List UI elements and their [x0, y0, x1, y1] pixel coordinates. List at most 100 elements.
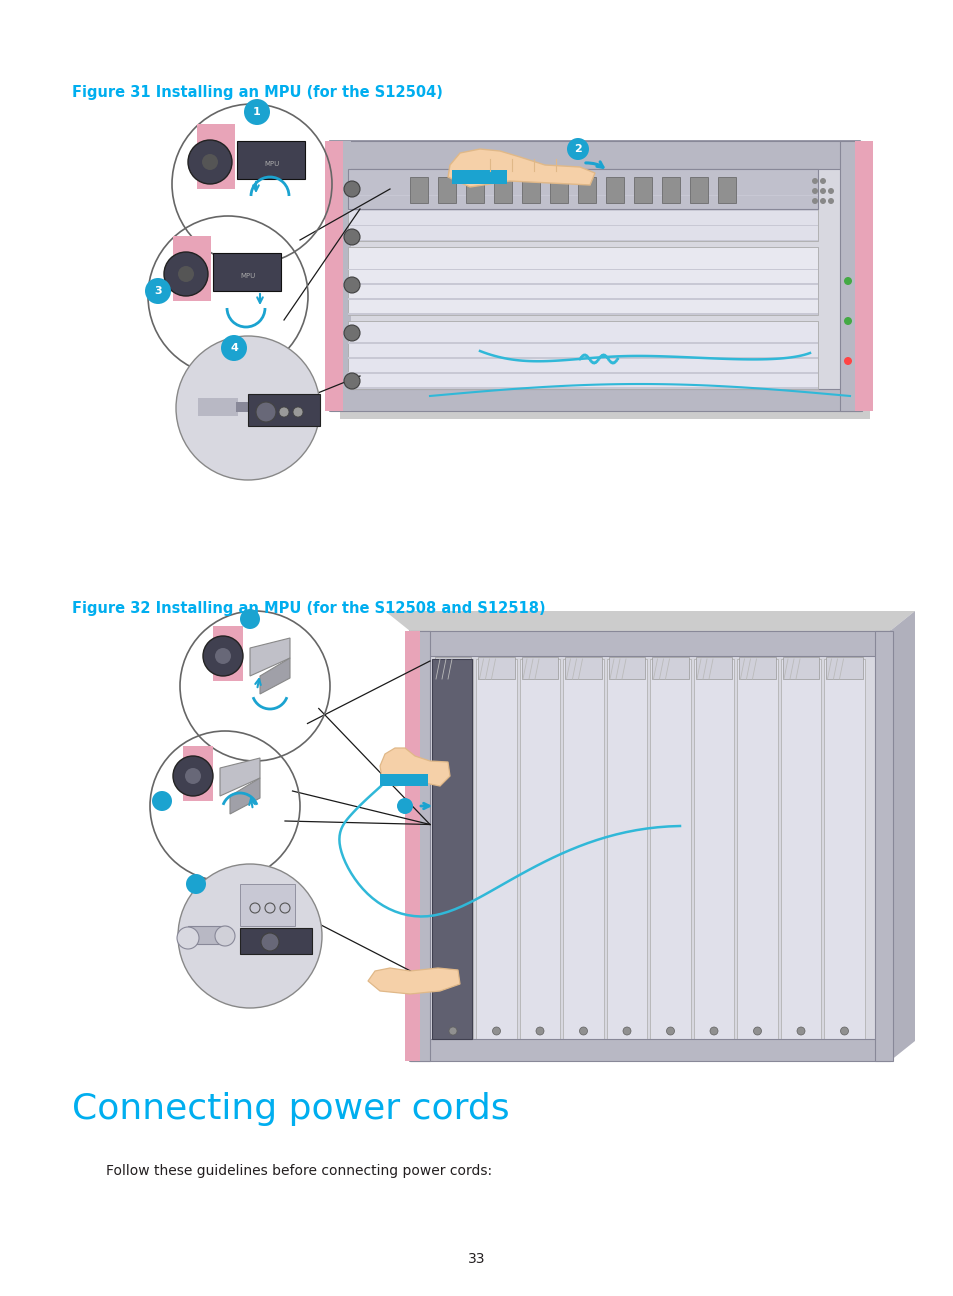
Polygon shape — [448, 149, 595, 187]
Bar — [213, 626, 243, 680]
Circle shape — [221, 334, 247, 362]
Circle shape — [188, 140, 232, 184]
Circle shape — [811, 188, 817, 194]
Circle shape — [579, 356, 582, 359]
Circle shape — [580, 354, 583, 358]
Bar — [188, 927, 228, 943]
Circle shape — [255, 402, 275, 422]
Circle shape — [602, 354, 605, 356]
Circle shape — [820, 198, 825, 203]
Bar — [348, 372, 817, 375]
Text: Connecting power cords: Connecting power cords — [71, 1093, 509, 1126]
Polygon shape — [889, 610, 914, 1061]
Bar — [172, 236, 211, 301]
Circle shape — [261, 933, 278, 951]
Bar — [693, 658, 734, 1039]
Bar — [213, 253, 281, 292]
Circle shape — [186, 874, 206, 894]
Bar — [348, 210, 817, 211]
Bar — [550, 178, 567, 203]
Bar — [689, 178, 707, 203]
Circle shape — [581, 354, 585, 356]
Bar — [348, 358, 817, 359]
Circle shape — [608, 359, 611, 363]
Polygon shape — [260, 658, 290, 693]
Bar — [405, 631, 419, 1061]
Circle shape — [840, 1026, 847, 1036]
Bar — [410, 631, 889, 656]
Bar — [652, 657, 688, 679]
Circle shape — [145, 279, 171, 305]
Bar — [494, 178, 512, 203]
Bar — [476, 658, 517, 1039]
Bar — [348, 224, 817, 226]
Bar — [605, 178, 623, 203]
Circle shape — [396, 798, 413, 814]
Bar — [781, 658, 821, 1039]
Circle shape — [293, 407, 303, 417]
Bar — [348, 248, 817, 315]
Bar — [432, 658, 472, 1039]
Circle shape — [344, 229, 359, 245]
Circle shape — [344, 181, 359, 197]
Circle shape — [587, 358, 590, 360]
Circle shape — [278, 407, 289, 417]
Circle shape — [214, 648, 231, 664]
Circle shape — [709, 1026, 718, 1036]
Polygon shape — [230, 778, 260, 814]
Bar — [874, 631, 892, 1061]
Circle shape — [583, 354, 586, 356]
Bar — [521, 657, 558, 679]
Bar — [330, 389, 859, 411]
Bar — [348, 314, 817, 315]
Bar — [330, 141, 859, 411]
Circle shape — [178, 864, 322, 1008]
Polygon shape — [368, 968, 459, 994]
Circle shape — [240, 609, 260, 629]
Bar — [435, 657, 471, 679]
Circle shape — [344, 277, 359, 293]
Circle shape — [178, 266, 193, 283]
Text: MPU: MPU — [264, 161, 279, 167]
Circle shape — [610, 362, 614, 364]
Bar — [521, 178, 539, 203]
Polygon shape — [250, 638, 290, 677]
Circle shape — [590, 360, 593, 363]
Bar — [840, 141, 862, 411]
Circle shape — [344, 325, 359, 341]
Bar — [823, 658, 864, 1039]
Circle shape — [594, 362, 597, 364]
Bar — [348, 240, 817, 241]
Bar — [330, 141, 859, 168]
Circle shape — [164, 251, 208, 295]
Circle shape — [843, 318, 851, 325]
Bar — [198, 398, 237, 416]
Bar — [825, 657, 862, 679]
Bar — [348, 194, 817, 196]
Bar — [343, 141, 351, 411]
Bar — [519, 658, 560, 1039]
Circle shape — [203, 636, 243, 677]
Bar — [782, 657, 819, 679]
Bar — [348, 268, 817, 270]
Bar — [348, 284, 817, 285]
Bar — [608, 657, 645, 679]
Text: Figure 32 Installing an MPU (for the S12508 and S12518): Figure 32 Installing an MPU (for the S12… — [71, 601, 545, 616]
Circle shape — [820, 188, 825, 194]
Circle shape — [666, 1026, 674, 1036]
Bar — [737, 658, 778, 1039]
Circle shape — [598, 356, 600, 360]
Circle shape — [536, 1026, 543, 1036]
Bar — [410, 631, 889, 1061]
Circle shape — [344, 373, 359, 389]
Circle shape — [566, 137, 588, 159]
Circle shape — [584, 354, 587, 358]
Circle shape — [578, 358, 581, 360]
Circle shape — [604, 355, 607, 358]
Bar — [465, 178, 483, 203]
Bar — [661, 178, 679, 203]
Circle shape — [598, 355, 601, 358]
Circle shape — [827, 188, 833, 194]
Bar — [348, 168, 817, 209]
Circle shape — [172, 756, 213, 796]
